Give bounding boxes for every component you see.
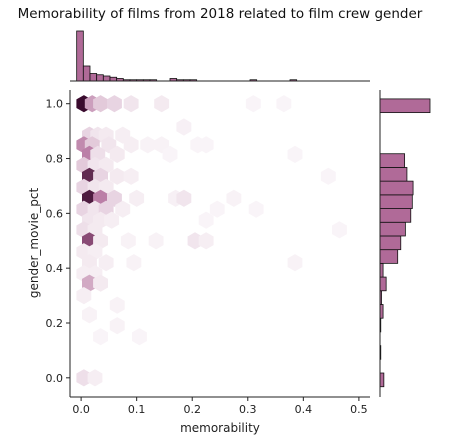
hex-bin — [76, 369, 92, 387]
x-marginal-bar — [109, 76, 118, 82]
y-marginal-bar — [379, 249, 399, 264]
y-tick-label: 0.4 — [46, 262, 64, 275]
hex-bin — [287, 254, 303, 272]
hex-bin — [123, 95, 139, 113]
hex-bin — [109, 167, 125, 185]
y-marginal-bar — [379, 372, 385, 388]
hex-bin — [107, 95, 122, 113]
y-tick-label: 1.0 — [46, 98, 64, 111]
hex-bin — [332, 221, 347, 239]
y-tick-label: 0.0 — [46, 372, 64, 385]
hex-bin — [123, 167, 139, 185]
hex-bin — [198, 136, 214, 154]
y-tick-label: 0.6 — [46, 207, 64, 220]
hex-bin — [115, 200, 131, 218]
x-tick-label: 0.0 — [72, 403, 90, 416]
hex-bin — [148, 232, 164, 250]
y-marginal-bar — [379, 221, 406, 237]
x-axis-ticks: 0.0 0.1 0.2 0.3 0.4 0.5 — [72, 397, 368, 416]
y-marginal-bar — [379, 194, 413, 209]
x-marginal-bar — [96, 74, 104, 82]
hex-bin — [176, 118, 192, 136]
hex-bin — [123, 136, 139, 154]
y-marginal-bar — [379, 153, 406, 168]
hex-bin — [109, 145, 125, 163]
hex-bin — [132, 328, 147, 346]
x-axis-label: memorability — [180, 421, 260, 435]
y-axis-label: gender_movie_pct — [27, 188, 41, 299]
y-tick-label: 0.8 — [46, 153, 64, 166]
hex-bin — [276, 95, 292, 113]
hex-bin — [245, 95, 261, 113]
hex-bin — [126, 254, 142, 272]
y-marginal-bar — [379, 235, 402, 251]
y-marginal-bar — [379, 180, 414, 196]
hex-bin — [198, 211, 214, 229]
hex-bin — [248, 200, 264, 218]
x-tick-label: 0.5 — [350, 403, 368, 416]
y-tick-label: 0.2 — [46, 317, 64, 330]
x-marginal-bar — [102, 75, 111, 82]
hex-bin — [98, 254, 114, 272]
hex-bin — [93, 274, 108, 292]
y-marginal-bar — [379, 98, 431, 114]
hexbin-plot — [76, 95, 347, 387]
hex-bin — [87, 369, 103, 387]
hex-bin — [320, 167, 336, 185]
x-marginal-histogram — [76, 30, 298, 82]
hex-bin — [76, 287, 92, 305]
hex-bin — [176, 189, 192, 207]
hex-bin — [109, 296, 125, 314]
hex-bin — [209, 200, 225, 218]
hex-bin — [93, 328, 108, 346]
hex-bin — [162, 145, 178, 163]
hex-bin — [109, 317, 125, 335]
y-marginal-bar — [379, 208, 412, 223]
hex-bin — [93, 95, 108, 113]
x-tick-label: 0.2 — [183, 403, 201, 416]
y-marginal-bar — [379, 167, 408, 182]
x-tick-label: 0.4 — [295, 403, 313, 416]
x-tick-label: 0.3 — [239, 403, 257, 416]
y-marginal-histogram — [379, 98, 431, 388]
hex-bin — [154, 95, 170, 113]
hex-bin — [107, 189, 122, 207]
x-marginal-bar — [76, 30, 84, 82]
hex-bin — [104, 211, 120, 229]
x-marginal-bar — [89, 73, 98, 82]
hex-bin — [198, 232, 214, 250]
hex-bin — [82, 306, 97, 324]
y-marginal-bar — [379, 276, 387, 292]
x-marginal-bar — [82, 65, 91, 82]
hex-bin — [129, 189, 145, 207]
hex-bin — [140, 136, 156, 154]
hex-bin — [287, 145, 303, 163]
x-tick-label: 0.1 — [128, 403, 146, 416]
chart-title: Memorability of films from 2018 related … — [17, 6, 423, 22]
hex-bin — [226, 189, 242, 207]
y-axis-ticks: 0.0 0.2 0.4 0.6 0.8 1.0 — [46, 98, 70, 385]
hex-bin — [120, 232, 136, 250]
